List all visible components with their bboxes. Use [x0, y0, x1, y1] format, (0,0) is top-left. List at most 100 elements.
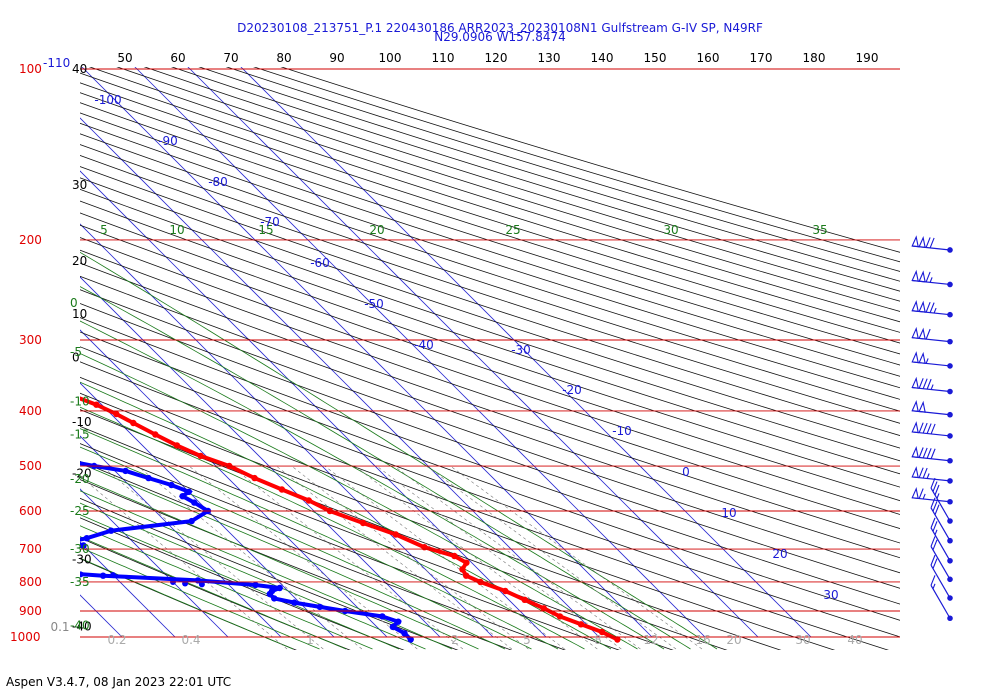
temperature-point — [451, 552, 458, 560]
isotherm-label: 10 — [721, 506, 736, 520]
pressure-tick-label: 700 — [19, 542, 42, 556]
mixing-ratio-line — [426, 465, 677, 650]
isotherm-line — [134, 67, 706, 638]
temperature-point — [173, 442, 181, 449]
wind-barb — [911, 399, 953, 418]
temperature-point — [463, 572, 470, 579]
moist-adiabat-label: 35 — [812, 223, 827, 237]
dry-adiabat-line — [80, 558, 297, 650]
mixing-ratio-label: 0.2 — [107, 633, 126, 647]
isotherm-label: -10 — [612, 424, 632, 438]
wind-barb-flag — [926, 448, 932, 459]
top-axis-tick-label: 190 — [856, 51, 879, 65]
dewpoint-point — [65, 458, 71, 464]
wind-barb-pennant — [918, 235, 926, 248]
dewpoint-point — [389, 623, 396, 631]
wind-barb-flag — [934, 504, 940, 515]
dry-adiabat-line — [80, 479, 513, 650]
mixing-ratio-label: 8 — [594, 633, 602, 647]
mixing-ratio-label: 1 — [306, 633, 314, 647]
pressure-tick-label: 200 — [19, 233, 42, 247]
wind-barb-half-flag — [926, 473, 930, 479]
height-label: 10 — [72, 307, 87, 321]
wind-barb — [930, 477, 953, 524]
temperature-point — [36, 378, 42, 384]
wind-barb-flag — [929, 237, 935, 249]
wind-barb-dot — [947, 388, 953, 395]
wind-barb-pennant — [911, 421, 919, 434]
isotherm-label: 0 — [682, 465, 690, 479]
temperature-point — [14, 368, 20, 374]
dry-adiabat-line — [80, 72, 900, 333]
wind-barb-flag — [925, 237, 931, 248]
dewpoint-point — [198, 581, 205, 588]
dry-adiabat-line — [80, 200, 900, 475]
moist-adiabat-line — [80, 381, 612, 650]
height-label: 20 — [72, 254, 87, 268]
dewpoint-point — [36, 450, 42, 456]
wind-barb-flag — [932, 521, 938, 532]
dry-adiabat-line — [80, 82, 900, 344]
theta-label: -20 — [70, 472, 90, 486]
wind-barb-half-flag — [932, 583, 936, 590]
wind-barb — [911, 269, 953, 288]
top-axis-tick-label: 130 — [538, 51, 561, 65]
isotherm-label: -60 — [310, 256, 330, 270]
wind-barb-flag — [918, 378, 924, 389]
dry-adiabat-line — [80, 497, 459, 650]
wind-barb-flag — [930, 448, 936, 459]
temperature-point — [305, 497, 312, 504]
wind-barb-flag — [925, 271, 931, 283]
dewpoint-point — [185, 488, 192, 495]
top-axis-tick-label: 140 — [591, 51, 614, 65]
temperature-point — [598, 628, 606, 636]
dewpoint-point — [107, 527, 115, 534]
plot-area — [7, 67, 900, 650]
dewpoint-point — [145, 474, 152, 482]
dry-adiabat-line — [80, 303, 900, 589]
dewpoint-point — [188, 517, 195, 525]
top-axis-tick-label: 80 — [276, 51, 291, 65]
mixing-ratio-line — [137, 465, 363, 650]
dry-adiabat-line — [80, 166, 900, 437]
wind-barb — [911, 376, 953, 395]
wind-barb-flag — [929, 302, 935, 313]
top-extra-label: -110 — [43, 56, 70, 70]
wind-barb-flag — [932, 539, 938, 551]
wind-barb-dot — [947, 363, 953, 369]
wind-barb-dot — [947, 338, 953, 345]
chart-subtitle: N29.0906 W157.8474 — [434, 30, 566, 44]
dewpoint-point — [7, 448, 13, 454]
moist-adiabat-line — [80, 428, 559, 650]
height-label: 0 — [72, 350, 80, 364]
dry-adiabat-line — [80, 443, 620, 650]
moist-adiabat-line — [80, 251, 718, 650]
dry-adiabat-line — [80, 289, 900, 574]
temperature-point — [113, 410, 120, 418]
mixing-ratio-line — [354, 465, 598, 650]
wind-barb — [911, 299, 953, 318]
wind-barb-staff — [930, 507, 951, 542]
isotherm-label: -100 — [94, 93, 121, 107]
theta-label: -25 — [70, 504, 90, 518]
dry-adiabat-line — [80, 112, 900, 377]
dry-adiabat-line — [80, 92, 900, 355]
wind-barb — [911, 421, 953, 439]
dry-adiabat-line — [170, 67, 900, 292]
wind-barb-flag — [918, 467, 924, 478]
dewpoint-point — [401, 630, 408, 637]
pressure-tick-label: 900 — [19, 604, 42, 618]
dry-adiabat-line — [80, 275, 900, 559]
mixing-ratio-line — [450, 465, 703, 650]
wind-barb — [930, 497, 953, 544]
wind-barb-flag — [932, 558, 938, 569]
isotherm-line — [80, 382, 335, 638]
mixing-ratio-line — [394, 465, 641, 650]
theta-label: 0 — [70, 296, 78, 310]
isotherm-line — [80, 223, 494, 638]
dry-adiabat-line — [80, 517, 405, 650]
wind-barb — [911, 235, 953, 253]
mixing-ratio-label: 2 — [451, 633, 459, 647]
mixing-ratio-line — [276, 465, 513, 650]
wind-barb — [930, 575, 953, 622]
